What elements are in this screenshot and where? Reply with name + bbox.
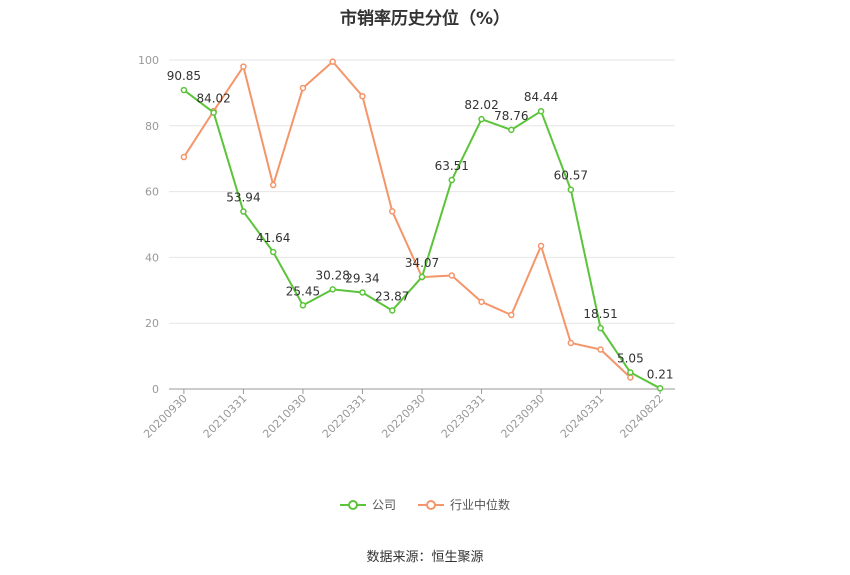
- data-label: 53.94: [226, 191, 260, 205]
- data-label: 82.02: [464, 98, 498, 112]
- y-tick-label: 60: [145, 186, 159, 199]
- data-point-company: [329, 286, 336, 293]
- data-label: 41.64: [256, 231, 290, 245]
- data-point-company: [597, 324, 604, 332]
- data-label: 84.02: [196, 92, 230, 106]
- x-tick-label: 20240331: [558, 392, 607, 441]
- data-label: 29.34: [345, 271, 379, 285]
- x-tick-label: 20230331: [439, 392, 488, 441]
- y-tick-label: 0: [152, 383, 159, 396]
- data-point-industry-median: [448, 272, 456, 279]
- data-point-company: [508, 126, 515, 134]
- data-label: 30.28: [316, 268, 350, 282]
- data-label: 0.21: [647, 367, 674, 381]
- data-point-company: [537, 107, 545, 115]
- data-point-company: [210, 109, 217, 116]
- data-point-company: [299, 302, 307, 309]
- data-label: 90.85: [167, 69, 201, 83]
- x-tick-label: 20230930: [498, 392, 547, 441]
- data-label: 84.44: [524, 90, 558, 104]
- data-point-company: [269, 248, 277, 256]
- company-series-marker-icon: [339, 499, 366, 510]
- y-tick-label: 20: [145, 317, 159, 330]
- data-point-company: [567, 186, 575, 193]
- data-point-industry-median: [627, 374, 634, 381]
- y-tick-label: 80: [145, 120, 159, 133]
- data-point-company: [448, 176, 456, 184]
- y-tick-label: 40: [145, 251, 159, 264]
- x-tick-label: 20200930: [141, 392, 190, 441]
- data-point-company: [478, 115, 485, 123]
- x-tick-label: 20210930: [260, 392, 309, 441]
- data-point-industry-median: [388, 208, 396, 215]
- legend-item-industry-median[interactable]: 行业中位数: [418, 496, 510, 513]
- data-point-industry-median: [329, 58, 336, 65]
- data-point-company: [359, 289, 366, 296]
- data-label: 63.51: [435, 159, 469, 173]
- data-point-company: [180, 86, 188, 94]
- data-point-company: [240, 208, 247, 215]
- x-tick-label: 20220331: [320, 392, 369, 441]
- chart-title: 市销率历史分位（%）: [339, 9, 511, 29]
- data-point-industry-median: [478, 298, 485, 306]
- data-label: 25.45: [286, 284, 320, 298]
- data-point-company: [656, 385, 664, 392]
- data-label: 60.57: [554, 169, 588, 183]
- data-label: 78.76: [494, 109, 528, 123]
- data-point-industry-median: [597, 346, 604, 353]
- chart-legend: 公司 行业中位数: [0, 496, 850, 513]
- data-point-company: [627, 369, 634, 376]
- data-point-industry-median: [180, 153, 188, 161]
- legend-item-company[interactable]: 公司: [339, 496, 396, 513]
- data-label: 5.05: [617, 351, 644, 365]
- industry-series-marker-icon: [418, 499, 444, 510]
- data-point-industry-median: [240, 63, 247, 70]
- data-point-industry-median: [537, 242, 545, 250]
- data-source: 数据来源：恒生聚源: [366, 550, 484, 565]
- x-tick-label: 20240822: [617, 392, 666, 441]
- data-point-company: [418, 273, 426, 281]
- data-point-industry-median: [508, 311, 515, 319]
- data-label: 18.51: [583, 307, 617, 321]
- x-tick-label: 20220930: [379, 392, 428, 441]
- data-point-industry-median: [359, 92, 366, 100]
- data-point-company: [388, 307, 396, 314]
- series-line-industry-median: [183, 60, 632, 379]
- x-tick-label: 20210331: [201, 392, 250, 441]
- legend-label-company: 公司: [371, 498, 396, 512]
- data-point-industry-median: [299, 84, 307, 92]
- legend-label-industry-median: 行业中位数: [450, 498, 511, 512]
- y-tick-label: 100: [138, 54, 159, 67]
- data-label: 23.87: [375, 289, 409, 303]
- data-point-industry-median: [567, 339, 575, 347]
- data-label: 34.07: [405, 256, 439, 270]
- data-point-industry-median: [269, 181, 277, 189]
